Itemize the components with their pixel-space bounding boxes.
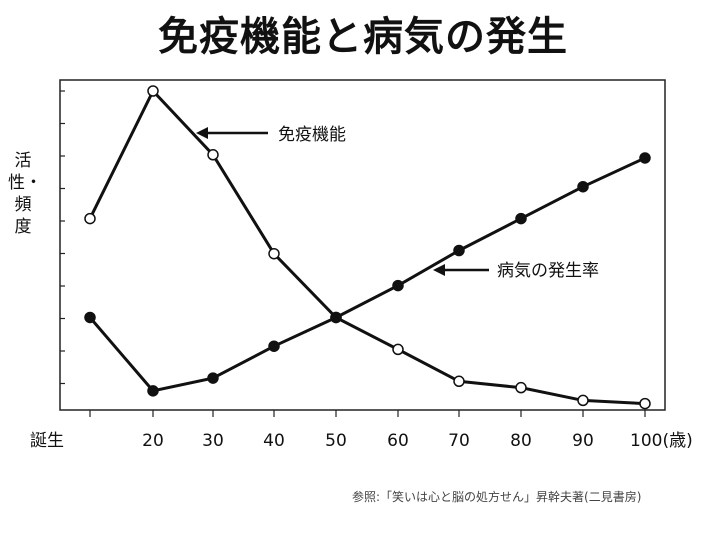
y-ticks xyxy=(60,90,646,417)
series-line-1 xyxy=(88,156,646,393)
data-point-1-4 xyxy=(330,311,342,324)
source-note: 参照:「笑いは心と脳の処方せん」昇幹夫著(二見書房) xyxy=(352,490,642,504)
arrow-head-icon xyxy=(433,264,445,276)
series-lines xyxy=(88,88,646,406)
x-tick-label: 90 xyxy=(572,431,594,451)
series-points xyxy=(84,85,651,410)
data-point-1-5 xyxy=(392,279,404,292)
data-point-1-1 xyxy=(147,385,159,397)
x-tick-label: 60 xyxy=(387,431,409,451)
data-point-0-5 xyxy=(392,343,404,356)
data-point-0-6 xyxy=(453,375,465,388)
data-point-0-8 xyxy=(577,394,589,407)
data-point-1-0 xyxy=(84,311,96,324)
data-point-0-7 xyxy=(515,381,527,394)
data-point-0-2 xyxy=(207,149,219,161)
data-point-1-2 xyxy=(207,372,219,384)
data-point-1-3 xyxy=(268,340,280,352)
x-tick-label: 30 xyxy=(202,431,224,451)
annotation-label: 病気の発生率 xyxy=(497,261,599,281)
data-point-1-9 xyxy=(639,152,651,164)
data-point-0-3 xyxy=(268,247,280,260)
data-point-1-8 xyxy=(577,180,589,193)
x-tick-label: 誕生 xyxy=(30,431,64,451)
x-tick-label: 100(歳) xyxy=(630,431,693,451)
x-tick-label: 70 xyxy=(448,431,470,451)
annotation-label: 免疫機能 xyxy=(278,125,346,145)
y-axis-label: 活性・頻度 xyxy=(8,151,42,237)
data-point-1-7 xyxy=(515,212,527,225)
x-tick-label: 80 xyxy=(510,431,532,451)
x-tick-label: 20 xyxy=(142,431,164,451)
x-tick-label: 50 xyxy=(325,431,347,451)
plot-frame xyxy=(59,79,666,411)
page-title: 免疫機能と病気の発生 xyxy=(158,14,568,60)
data-point-0-1 xyxy=(147,85,159,97)
data-point-0-0 xyxy=(84,212,96,225)
data-point-1-6 xyxy=(453,244,465,257)
data-point-0-9 xyxy=(639,397,651,410)
x-tick-labels: 誕生 20 30 40 50 60 70 80 90 100(歳) xyxy=(30,431,693,451)
arrow-head-icon xyxy=(196,127,208,139)
series-line-0 xyxy=(88,88,646,406)
x-tick-label: 40 xyxy=(263,431,285,451)
